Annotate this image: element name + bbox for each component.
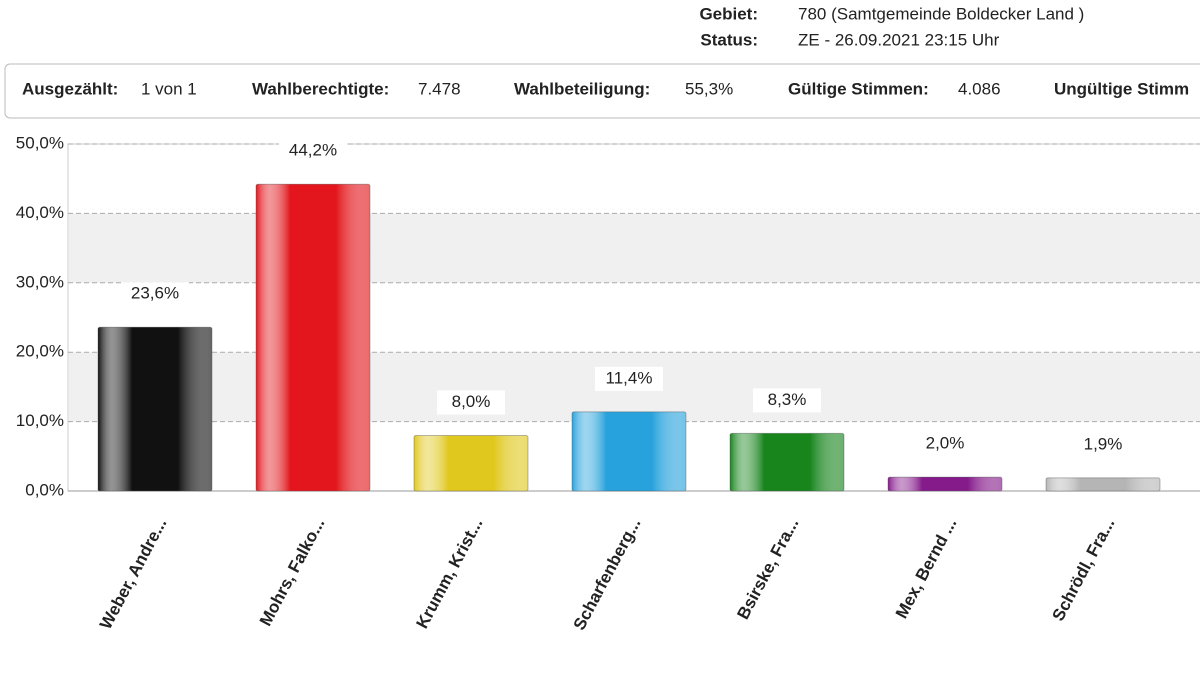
value-label-bg <box>279 139 347 164</box>
y-tick-label: 50,0% <box>16 133 64 152</box>
bar <box>571 411 687 492</box>
value-label: 2,0% <box>926 434 965 453</box>
summary-label: Gültige Stimmen: <box>788 79 929 98</box>
header-label: Gebiet: <box>699 4 758 23</box>
x-tick-label: Schrödl, Fra... <box>1048 515 1118 624</box>
value-label: 11,4% <box>606 368 653 387</box>
bar <box>97 326 213 492</box>
bar <box>413 434 529 492</box>
x-tick-label: Krumm, Krist... <box>413 515 487 632</box>
summary-value: 4.086 <box>958 79 1001 98</box>
header-label: Status: <box>700 30 758 49</box>
value-label: 8,0% <box>452 392 491 411</box>
summary-box <box>4 63 1200 119</box>
bar <box>887 476 1003 492</box>
bar <box>255 183 371 492</box>
x-tick-label: Scharfenberg... <box>570 515 645 633</box>
value-label: 44,2% <box>289 141 337 160</box>
header-value: ZE - 26.09.2021 23:15 Uhr <box>798 30 1000 49</box>
value-label: 8,3% <box>768 390 807 409</box>
bar <box>729 432 845 492</box>
y-tick-label: 10,0% <box>16 411 64 430</box>
value-label-bg <box>437 390 505 415</box>
grid-band <box>69 213 1200 283</box>
value-label-bg <box>121 282 189 307</box>
y-tick-label: 0,0% <box>25 480 64 499</box>
x-tick-label: Bsirske, Fra... <box>733 515 802 622</box>
value-label: 23,6% <box>131 284 179 303</box>
summary-label: Ungültige Stimm <box>1054 79 1189 98</box>
value-label-bg <box>753 388 821 413</box>
x-tick-label: Weber, Andre... <box>96 515 170 632</box>
summary-value: 7.478 <box>418 79 461 98</box>
value-label-bg <box>1069 432 1137 457</box>
y-tick-label: 20,0% <box>16 342 64 361</box>
value-label-bg <box>911 432 979 457</box>
summary-value: 55,3% <box>685 79 733 98</box>
summary-label: Wahlberechtigte: <box>252 79 389 98</box>
summary-label: Wahlbeteiligung: <box>514 79 650 98</box>
value-label-bg <box>595 366 663 391</box>
value-label: 1,9% <box>1084 434 1123 453</box>
y-tick-label: 30,0% <box>16 272 64 291</box>
summary-value: 1 von 1 <box>141 79 197 98</box>
header-value: 780 (Samtgemeinde Boldecker Land ) <box>798 4 1084 23</box>
summary-label: Ausgezählt: <box>22 79 118 98</box>
x-tick-label: Mohrs, Falko... <box>256 515 329 629</box>
bar <box>1045 477 1161 492</box>
y-tick-label: 40,0% <box>16 203 64 222</box>
x-tick-label: Mex, Bernd ... <box>892 515 961 622</box>
